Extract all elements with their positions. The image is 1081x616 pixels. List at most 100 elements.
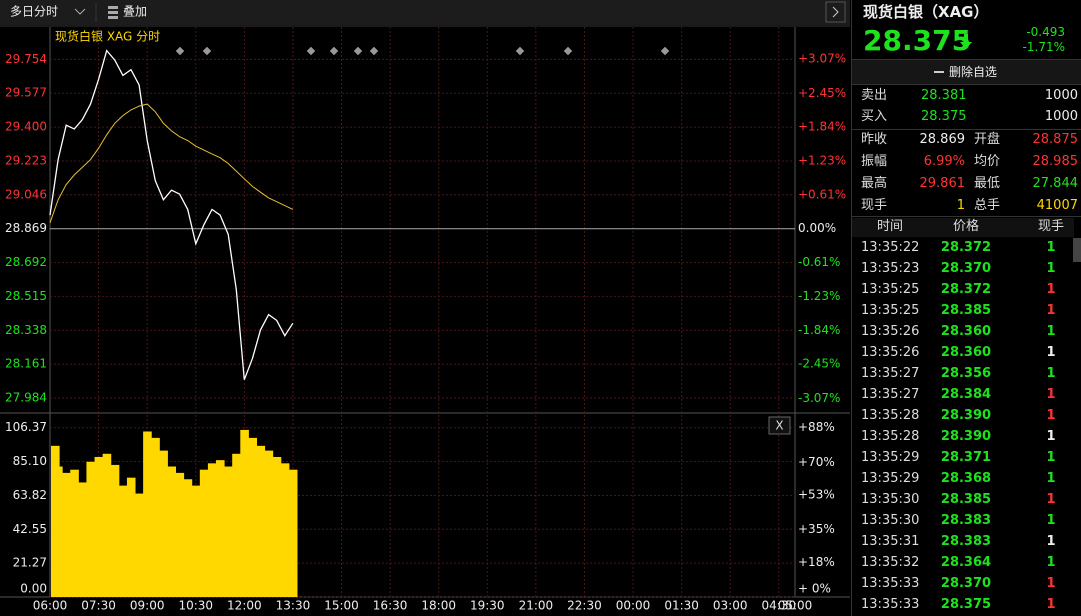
y-tick-label: 0.00 bbox=[20, 582, 47, 596]
y2-tick-label: +88% bbox=[798, 420, 835, 434]
change-pct: -1.71% bbox=[1022, 40, 1065, 54]
minus-icon bbox=[934, 71, 944, 73]
book-label: 卖出 bbox=[861, 88, 888, 103]
trade-volume: 1 bbox=[1046, 492, 1056, 507]
arrow-icon bbox=[832, 6, 839, 18]
quote-panel: 现货白银（XAG） 28.375 -0.493 -1.71% 删除自选 卖出 28… bbox=[851, 0, 1081, 616]
trade-time: 13:35:29 bbox=[861, 471, 920, 486]
x-tick-label: 06:00 bbox=[33, 599, 68, 613]
change: -0.493 bbox=[1026, 25, 1065, 39]
column-header: 时间 bbox=[876, 219, 903, 234]
volume-bar bbox=[54, 466, 63, 597]
y-tick-label: 28.869 bbox=[5, 221, 47, 235]
stat-value: 27.844 bbox=[1032, 176, 1079, 191]
y2-tick-label: + 0% bbox=[798, 582, 831, 596]
x-tick-label: 18:00 bbox=[421, 599, 456, 613]
y-tick-label: 63.82 bbox=[13, 488, 47, 502]
volume-bar bbox=[240, 429, 249, 597]
remove-watch-button[interactable]: 删除自选 bbox=[852, 60, 1081, 84]
volume-bar bbox=[175, 472, 185, 597]
table-header: 时间 价格 现手 bbox=[852, 218, 1074, 237]
x-tick-label: 00:00 bbox=[616, 599, 651, 613]
y-tick-label: 29.577 bbox=[5, 86, 47, 100]
layers-icon bbox=[108, 6, 118, 19]
volume-bar bbox=[118, 485, 128, 597]
stat-label: 最高 bbox=[861, 176, 888, 191]
y-tick-label: 29.046 bbox=[5, 187, 47, 201]
volume-bar bbox=[248, 437, 257, 597]
x-tick-label: 16:30 bbox=[373, 599, 408, 613]
y2-tick-label: -3.07% bbox=[798, 391, 840, 405]
y-tick-label: 106.37 bbox=[5, 420, 47, 434]
trade-volume: 1 bbox=[1046, 513, 1056, 528]
volume-bar bbox=[280, 463, 290, 597]
volume-bar bbox=[102, 453, 112, 597]
down-arrow-icon bbox=[960, 34, 972, 49]
trade-time: 13:35:30 bbox=[861, 492, 920, 507]
y2-tick-label: +70% bbox=[798, 455, 835, 469]
trade-time: 13:35:33 bbox=[861, 597, 920, 612]
close-label: X bbox=[775, 419, 783, 433]
volume-bar bbox=[62, 472, 71, 597]
x-tick-label: 03:00 bbox=[713, 599, 748, 613]
stat-value: 1 bbox=[956, 198, 965, 213]
trade-price: 28.371 bbox=[940, 450, 992, 465]
y-tick-label: 85.10 bbox=[13, 454, 47, 468]
toolbar bbox=[0, 0, 850, 25]
trade-volume: 1 bbox=[1046, 387, 1056, 402]
trade-volume: 1 bbox=[1046, 471, 1056, 486]
trade-volume: 1 bbox=[1046, 240, 1056, 255]
volume-bar bbox=[159, 450, 168, 597]
x-tick-label: 09:00 bbox=[130, 599, 165, 613]
stat-label: 昨收 bbox=[861, 132, 888, 147]
stat-label: 最低 bbox=[974, 176, 1001, 191]
trade-time: 13:35:27 bbox=[861, 387, 920, 402]
close-button[interactable] bbox=[768, 416, 791, 435]
volume-bar bbox=[191, 485, 201, 597]
tab[interactable]: 叠加 bbox=[123, 5, 147, 19]
book-label: 买入 bbox=[861, 109, 888, 124]
chart-area: 多日分时 叠加 0.00 21.27 42.55 63.82 85.10 106.37 + … bbox=[0, 0, 850, 613]
next-button[interactable] bbox=[825, 1, 846, 23]
column-header: 现手 bbox=[1037, 219, 1064, 234]
volume-bar bbox=[86, 461, 96, 597]
trade-price: 28.356 bbox=[940, 366, 992, 381]
trade-volume: 1 bbox=[1046, 429, 1056, 444]
stat-label: 总手 bbox=[974, 198, 1001, 213]
trade-time: 13:35:25 bbox=[861, 282, 920, 297]
volume-bar bbox=[94, 456, 104, 597]
scrollbar[interactable] bbox=[1073, 238, 1081, 262]
tab[interactable]: 多日分时 bbox=[10, 5, 58, 19]
y-tick-label: 29.223 bbox=[5, 153, 47, 167]
trade-volume: 1 bbox=[1046, 597, 1056, 612]
y2-tick-label: +18% bbox=[798, 555, 835, 569]
trade-price: 28.370 bbox=[940, 576, 992, 591]
price-line bbox=[49, 49, 294, 380]
last-price: 28.375 bbox=[863, 24, 972, 57]
trade-price: 28.372 bbox=[940, 282, 992, 297]
x-tick-label: 22:30 bbox=[567, 599, 602, 613]
volume-bar bbox=[199, 469, 209, 597]
trade-price: 28.385 bbox=[940, 492, 992, 507]
y2-tick-label: +1.23% bbox=[798, 153, 846, 167]
y2-tick-label: -1.84% bbox=[798, 323, 840, 337]
average-line bbox=[49, 103, 294, 223]
trade-volume: 1 bbox=[1046, 324, 1056, 339]
stat-value: 41007 bbox=[1036, 198, 1078, 213]
volume-bar bbox=[151, 437, 160, 597]
x-tick-label: 12:00 bbox=[227, 599, 262, 613]
volume-bar bbox=[264, 450, 274, 597]
trade-volume: 1 bbox=[1046, 345, 1056, 360]
volume-bar bbox=[126, 477, 136, 597]
trade-time: 13:35:31 bbox=[861, 534, 920, 549]
trade-volume: 1 bbox=[1046, 408, 1056, 423]
y2-tick-label: -0.61% bbox=[798, 255, 840, 269]
trade-price: 28.390 bbox=[940, 429, 992, 444]
y-tick-label: 21.27 bbox=[13, 556, 47, 570]
trade-price: 28.372 bbox=[940, 240, 992, 255]
volume-bar bbox=[167, 466, 177, 597]
x-tick-label: 19:30 bbox=[470, 599, 505, 613]
y-tick-label: 28.338 bbox=[5, 323, 47, 337]
stat-value: 6.99% bbox=[923, 154, 965, 169]
